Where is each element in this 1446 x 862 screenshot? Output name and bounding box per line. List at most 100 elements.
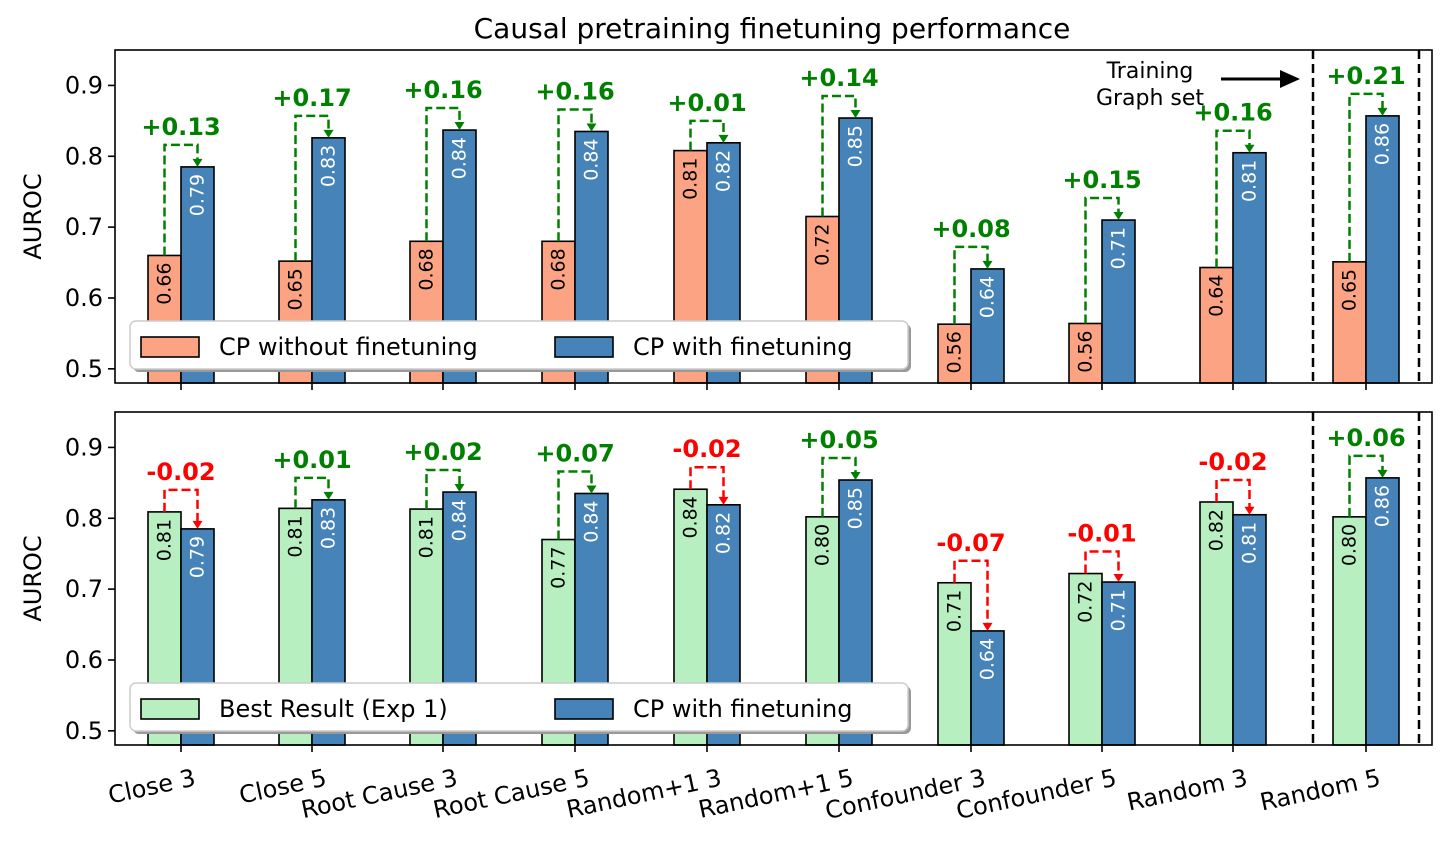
bar-value-label: 0.84 (581, 500, 603, 542)
delta-arrowhead (454, 484, 465, 493)
bar-finetuned (970, 268, 1005, 384)
delta-label: -0.02 (1198, 448, 1267, 476)
delta-arrowhead (454, 122, 465, 131)
y-axis-label: AUROC (19, 173, 47, 259)
bar-finetuned (1101, 219, 1136, 384)
delta-label: -0.02 (146, 458, 215, 486)
y-tick-label: 0.7 (65, 213, 103, 241)
delta-connector (1084, 550, 1120, 576)
bar-finetuned (970, 630, 1005, 746)
delta-label: +0.16 (403, 76, 482, 104)
bar-finetuned (1101, 581, 1136, 746)
bar-value-label: 0.81 (1239, 522, 1261, 564)
delta-arrowhead (982, 622, 993, 631)
bar-value-label: 0.71 (1108, 227, 1130, 269)
delta-connector (425, 468, 461, 510)
x-tick-label: Close 3 (106, 764, 198, 810)
bar-value-label: 0.68 (548, 248, 570, 290)
y-axis-label: AUROC (19, 535, 47, 621)
bar-value-label: 0.86 (1372, 485, 1394, 527)
delta-label: +0.06 (1326, 424, 1405, 452)
bar-finetuned (1365, 115, 1400, 384)
bar-value-label: 0.81 (285, 515, 307, 557)
delta-label: +0.01 (667, 89, 746, 117)
delta-label: +0.16 (535, 77, 614, 105)
delta-arrowhead (1244, 506, 1255, 515)
legend: Best Result (Exp 1) CP with finetuning (129, 682, 911, 734)
annotation-line-2: Graph set (1096, 86, 1204, 111)
delta-connector (689, 119, 725, 151)
y-tick-label: 0.9 (65, 71, 103, 99)
legend-swatch (554, 336, 614, 358)
bar-value-label: 0.79 (187, 174, 209, 216)
legend-swatch (554, 698, 614, 720)
top-panel: 0.66 0.65 0.68 0.68 0.81 0.72 0.56 0.56 0.64 0.65… (19, 49, 1433, 390)
bar-value-label: 0.72 (1075, 581, 1097, 623)
bar-value-label: 0.68 (416, 248, 438, 290)
bar-value-label: 0.86 (1372, 123, 1394, 165)
y-tick-label: 0.6 (65, 646, 103, 674)
bar-value-label: 0.81 (154, 519, 176, 561)
delta-label: +0.05 (799, 426, 878, 454)
bar-value-label: 0.77 (548, 547, 570, 589)
delta-connector (953, 245, 989, 325)
delta-arrowhead (982, 260, 993, 269)
bar-value-label: 0.82 (1206, 509, 1228, 551)
bar-baseline (1068, 322, 1103, 384)
plot-frame (114, 49, 1433, 384)
legend-box (129, 682, 909, 732)
delta-arrowhead (850, 472, 861, 481)
bar-value-label: 0.80 (1339, 524, 1361, 566)
bar-value-label: 0.81 (680, 158, 702, 200)
delta-connector (163, 488, 199, 522)
delta-arrowhead (586, 123, 597, 132)
delta-label: +0.01 (272, 446, 351, 474)
bar-value-label: 0.82 (713, 512, 735, 554)
bar-finetuned (1365, 477, 1400, 746)
bar-value-label: 0.81 (1239, 160, 1261, 202)
delta-connector (557, 108, 593, 242)
delta-connector (1215, 129, 1251, 268)
delta-label: +0.17 (272, 84, 351, 112)
delta-label: +0.08 (931, 215, 1010, 243)
bar-value-label: 0.65 (285, 268, 307, 310)
training-graph-set-annotation: Training Graph set (1096, 59, 1300, 111)
bar-value-label: 0.64 (1206, 275, 1228, 317)
bar-value-label: 0.64 (977, 276, 999, 318)
delta-arrowhead (1113, 212, 1124, 221)
delta-label: +0.13 (141, 113, 220, 141)
bottom-panel: 0.81 0.81 0.81 0.77 0.84 0.80 0.71 0.72 0.82 0.80… (19, 411, 1433, 752)
bar-value-label: 0.72 (812, 224, 834, 266)
annotation-arrowhead (1280, 70, 1300, 88)
delta-arrowhead (1377, 107, 1388, 116)
bar-value-label: 0.85 (845, 125, 867, 167)
bar-value-label: 0.56 (944, 331, 966, 373)
delta-arrowhead (1244, 144, 1255, 153)
delta-arrowhead (192, 520, 203, 529)
delta-connector (821, 94, 857, 217)
bar-baseline (1332, 261, 1367, 384)
delta-label: +0.02 (403, 438, 482, 466)
delta-arrowhead (323, 129, 334, 138)
bar-value-label: 0.84 (449, 499, 471, 541)
y-tick-label: 0.8 (65, 142, 103, 170)
delta-arrowhead (718, 496, 729, 505)
bar-value-label: 0.71 (1108, 589, 1130, 631)
bar-value-label: 0.81 (416, 516, 438, 558)
delta-connector (163, 143, 199, 256)
y-tick-label: 0.5 (65, 717, 103, 745)
delta-label: +0.21 (1326, 62, 1405, 90)
delta-connector (1215, 478, 1251, 508)
x-tick-label: Random 5 (1257, 764, 1382, 817)
y-tick-label: 0.7 (65, 575, 103, 603)
bar-value-label: 0.84 (581, 138, 603, 180)
delta-connector (953, 559, 989, 624)
legend-box (129, 320, 909, 370)
legend-swatch (140, 698, 200, 720)
delta-connector (1348, 454, 1384, 517)
bar-finetuned (1232, 151, 1267, 384)
bar-value-label: 0.80 (812, 524, 834, 566)
delta-connector (557, 470, 593, 540)
